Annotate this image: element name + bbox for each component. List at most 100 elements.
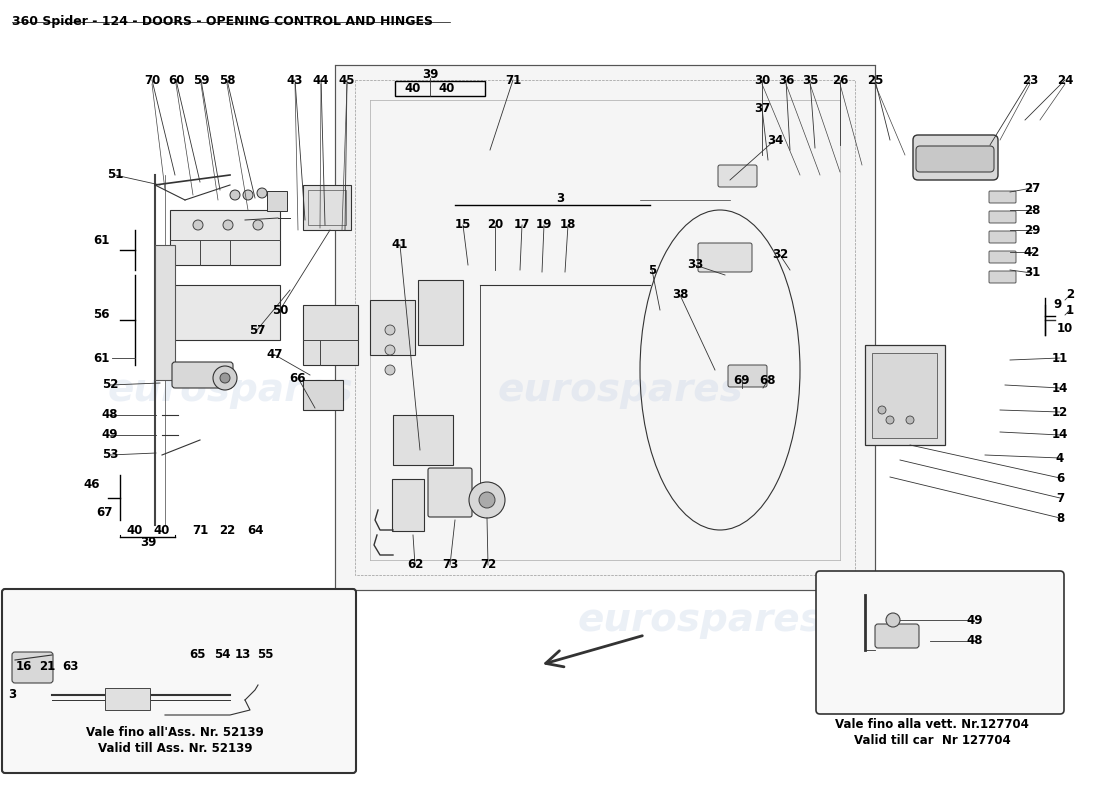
Text: 71: 71 — [505, 74, 521, 86]
Circle shape — [243, 190, 253, 200]
Text: 17: 17 — [514, 218, 530, 231]
Text: 37: 37 — [754, 102, 770, 114]
Circle shape — [253, 220, 263, 230]
Circle shape — [478, 492, 495, 508]
Bar — [395, 81, 485, 96]
Text: 21: 21 — [39, 661, 55, 674]
Text: Valid till car  Nr 127704: Valid till car Nr 127704 — [854, 734, 1011, 746]
Circle shape — [385, 345, 395, 355]
FancyBboxPatch shape — [913, 135, 998, 180]
Text: 48: 48 — [101, 409, 119, 422]
FancyBboxPatch shape — [12, 652, 53, 683]
Text: 31: 31 — [1024, 266, 1041, 279]
Text: 22: 22 — [219, 523, 235, 537]
FancyBboxPatch shape — [170, 210, 280, 265]
FancyBboxPatch shape — [392, 479, 424, 531]
Text: 33: 33 — [686, 258, 703, 271]
FancyBboxPatch shape — [989, 271, 1016, 283]
Text: 73: 73 — [442, 558, 458, 571]
Text: 23: 23 — [1022, 74, 1038, 86]
Text: 14: 14 — [1052, 429, 1068, 442]
Text: 43: 43 — [287, 74, 304, 86]
Text: 40: 40 — [439, 82, 455, 95]
Text: 42: 42 — [1024, 246, 1041, 258]
Text: 49: 49 — [101, 429, 119, 442]
Text: 35: 35 — [802, 74, 818, 86]
Text: 28: 28 — [1024, 203, 1041, 217]
Text: 57: 57 — [249, 323, 265, 337]
Polygon shape — [336, 65, 874, 590]
FancyBboxPatch shape — [302, 380, 343, 410]
Text: 29: 29 — [1024, 223, 1041, 237]
Text: 19: 19 — [536, 218, 552, 231]
FancyBboxPatch shape — [698, 243, 752, 272]
FancyBboxPatch shape — [170, 285, 280, 340]
Circle shape — [385, 325, 395, 335]
Text: 48: 48 — [967, 634, 983, 647]
Text: 38: 38 — [672, 289, 689, 302]
Text: 41: 41 — [392, 238, 408, 251]
Text: 4: 4 — [1056, 451, 1064, 465]
Text: 360 Spider - 124 - DOORS - OPENING CONTROL AND HINGES: 360 Spider - 124 - DOORS - OPENING CONTR… — [12, 15, 433, 28]
FancyBboxPatch shape — [172, 362, 233, 388]
Text: 2: 2 — [1066, 289, 1074, 302]
FancyBboxPatch shape — [989, 191, 1016, 203]
Circle shape — [257, 188, 267, 198]
Text: 12: 12 — [1052, 406, 1068, 418]
FancyArrowPatch shape — [546, 636, 642, 667]
FancyBboxPatch shape — [916, 146, 994, 172]
Text: 58: 58 — [219, 74, 235, 86]
Text: 14: 14 — [1052, 382, 1068, 394]
FancyBboxPatch shape — [816, 571, 1064, 714]
Text: 16: 16 — [15, 661, 32, 674]
Circle shape — [878, 406, 886, 414]
Text: Vale fino alla vett. Nr.127704: Vale fino alla vett. Nr.127704 — [835, 718, 1028, 731]
Text: 7: 7 — [1056, 491, 1064, 505]
Text: 56: 56 — [94, 309, 110, 322]
Circle shape — [886, 613, 900, 627]
Text: 69: 69 — [734, 374, 750, 386]
Text: 10: 10 — [1057, 322, 1074, 334]
Text: 62: 62 — [407, 558, 424, 571]
Text: 64: 64 — [246, 523, 263, 537]
Text: 5: 5 — [648, 263, 656, 277]
FancyBboxPatch shape — [989, 231, 1016, 243]
FancyBboxPatch shape — [428, 468, 472, 517]
FancyBboxPatch shape — [104, 688, 150, 710]
FancyBboxPatch shape — [874, 624, 918, 648]
Text: 65: 65 — [189, 649, 207, 662]
Text: 72: 72 — [480, 558, 496, 571]
FancyBboxPatch shape — [370, 300, 415, 355]
Circle shape — [213, 366, 236, 390]
Text: 8: 8 — [1056, 511, 1064, 525]
Circle shape — [192, 220, 204, 230]
Text: 15: 15 — [454, 218, 471, 231]
Circle shape — [223, 220, 233, 230]
Circle shape — [220, 373, 230, 383]
Text: 61: 61 — [94, 234, 110, 246]
FancyBboxPatch shape — [2, 589, 356, 773]
Text: 60: 60 — [168, 74, 184, 86]
Text: 71: 71 — [191, 523, 208, 537]
Text: 46: 46 — [84, 478, 100, 490]
FancyBboxPatch shape — [302, 305, 358, 365]
FancyBboxPatch shape — [989, 211, 1016, 223]
Text: 36: 36 — [778, 74, 794, 86]
Text: 52: 52 — [102, 378, 118, 391]
Text: Vale fino all'Ass. Nr. 52139: Vale fino all'Ass. Nr. 52139 — [86, 726, 264, 739]
Text: 40: 40 — [126, 523, 143, 537]
FancyBboxPatch shape — [872, 353, 937, 438]
Text: 54: 54 — [213, 649, 230, 662]
Text: eurospares: eurospares — [497, 371, 742, 409]
Text: 13: 13 — [235, 649, 251, 662]
Text: 1: 1 — [1066, 303, 1074, 317]
FancyBboxPatch shape — [718, 165, 757, 187]
FancyBboxPatch shape — [302, 185, 351, 230]
Circle shape — [886, 416, 894, 424]
Text: 34: 34 — [767, 134, 783, 146]
Text: 45: 45 — [339, 74, 355, 86]
Circle shape — [906, 416, 914, 424]
Text: eurospares: eurospares — [578, 601, 823, 639]
Text: 20: 20 — [487, 218, 503, 231]
Polygon shape — [155, 245, 175, 380]
